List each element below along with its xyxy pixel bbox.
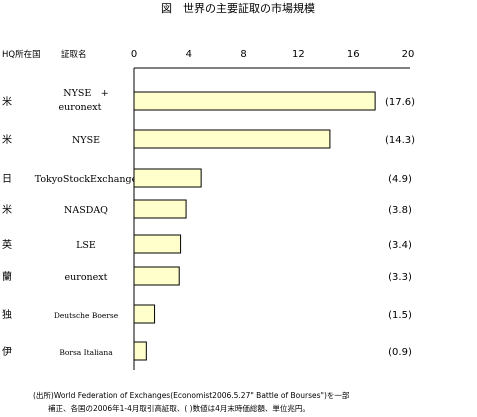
value-label: (3.4) bbox=[388, 240, 412, 251]
country-label: 日 bbox=[2, 174, 12, 185]
bar bbox=[133, 168, 202, 188]
country-label: 独 bbox=[2, 308, 12, 321]
country-label: 米 bbox=[2, 203, 12, 216]
country-label: 米 bbox=[2, 95, 12, 108]
country-label: 蘭 bbox=[2, 270, 12, 283]
bar bbox=[133, 199, 187, 219]
x-tick-label: 16 bbox=[347, 49, 360, 60]
value-label: (1.5) bbox=[388, 310, 412, 321]
exchange-label: Borsa Italiana bbox=[59, 348, 113, 357]
chart-title: 図 世界の主要証取の市場規模 bbox=[161, 1, 315, 15]
exchange-label: NASDAQ bbox=[64, 205, 108, 216]
x-tick-label: 12 bbox=[292, 49, 305, 60]
source-note-line1: (出所)World Federation of Exchanges(Econom… bbox=[33, 390, 350, 400]
bar bbox=[133, 304, 156, 324]
value-label: (14.3) bbox=[385, 135, 415, 146]
exchange-label: LSE bbox=[76, 240, 96, 251]
x-tick-label: 0 bbox=[131, 49, 137, 60]
source-note-line2: 補正、各国の2006年1-4月取引高証取、( )数値は4月末時価総額、単位兆円。 bbox=[48, 403, 310, 413]
x-tick-labels: 0 4 8 12 16 20 bbox=[131, 49, 415, 60]
x-tick-label: 4 bbox=[186, 49, 192, 60]
bar bbox=[133, 266, 180, 286]
exchange-label: NYSE bbox=[72, 135, 100, 146]
column-header-exchange: 証取名 bbox=[61, 49, 87, 60]
plot-axes bbox=[133, 67, 410, 370]
exchange-label: NYSE + bbox=[63, 88, 109, 99]
country-label: 米 bbox=[2, 133, 12, 146]
x-tick-label: 8 bbox=[240, 49, 246, 60]
value-label: (4.9) bbox=[388, 174, 412, 185]
value-label: (3.3) bbox=[388, 272, 412, 283]
exchange-label: euronext bbox=[65, 272, 108, 283]
value-label: (0.9) bbox=[388, 347, 412, 358]
exchange-label: TokyoStockExchange bbox=[35, 174, 138, 185]
x-tick-label: 20 bbox=[402, 49, 415, 60]
exchange-label-line2: euronext bbox=[59, 102, 102, 113]
country-label: 伊 bbox=[2, 346, 12, 358]
bar bbox=[133, 234, 182, 254]
column-header-hq: HQ所在国 bbox=[2, 49, 41, 60]
bar bbox=[133, 341, 147, 361]
value-label: (17.6) bbox=[385, 97, 415, 108]
country-label: 英 bbox=[2, 238, 12, 251]
bar-rows: 米 NYSE + euronext (17.6) 米 NYSE (14.3) 日 TokyoSt… bbox=[2, 88, 415, 361]
exchange-label: Deutsche Boerse bbox=[54, 311, 119, 320]
value-label: (3.8) bbox=[388, 205, 412, 216]
bar bbox=[133, 91, 376, 111]
bar bbox=[133, 129, 331, 149]
